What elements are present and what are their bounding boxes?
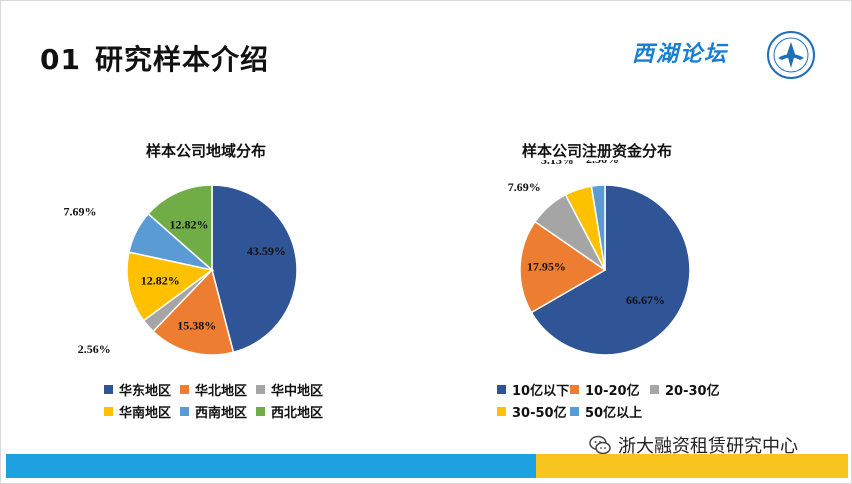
legend-label: 30-50亿	[512, 406, 567, 421]
legend-item-1-2: 华中地区	[256, 380, 323, 399]
data-label-2-3: 5.13%	[541, 160, 574, 167]
emblem-icon	[767, 31, 815, 79]
title-text: 研究样本介绍	[94, 43, 269, 76]
legend-swatch	[256, 385, 265, 394]
legend-item-2-4: 50亿以上	[570, 402, 642, 421]
data-label-1-3: 12.82%	[141, 274, 180, 288]
forum-logo-text: 西湖论坛	[632, 41, 729, 67]
chart1-title: 样本公司地域分布	[146, 142, 267, 160]
legend-label: 华中地区	[271, 384, 324, 399]
pie-slice-2-0	[530, 184, 691, 356]
chart2-title: 样本公司注册资金分布	[522, 142, 673, 160]
legend-label: 华南地区	[119, 406, 172, 421]
data-label-1-0: 43.59%	[247, 244, 286, 258]
legend-swatch	[497, 385, 506, 394]
legend-item-1-4: 西南地区	[180, 402, 247, 421]
data-label-1-2: 2.56%	[78, 342, 111, 356]
data-label-1-1: 15.38%	[177, 319, 216, 333]
data-label-2-2: 7.69%	[508, 180, 541, 194]
watermark: 浙大融资租赁研究中心	[588, 432, 798, 458]
title-number: 01	[40, 43, 81, 76]
legend-label: 50亿以上	[585, 406, 643, 421]
legend-item-2-1: 10-20亿	[570, 380, 640, 399]
legend-swatch	[180, 407, 189, 416]
pie-chart-capital: 66.67% 17.95% 7.69% 5.13% 2.56%	[508, 160, 691, 356]
legend-item-1-1: 华北地区	[180, 380, 247, 399]
wechat-icon	[589, 435, 611, 455]
legend-label: 10-20亿	[585, 384, 640, 399]
legend-label: 华东地区	[119, 384, 172, 399]
footer-bar-blue	[6, 454, 536, 478]
legend-item-2-2: 20-30亿	[650, 380, 720, 399]
pie-slice-1-1	[152, 268, 235, 356]
legend-label: 10亿以下	[512, 384, 570, 399]
data-label-2-4: 2.56%	[586, 160, 619, 166]
pie-slice-1-3	[126, 251, 214, 322]
legend-item-2-3: 30-50亿	[497, 402, 567, 421]
pie-slice-1-5	[147, 184, 213, 272]
legend-swatch	[104, 407, 113, 416]
pie-chart-region: 43.59% 15.38% 2.56% 12.82% 7.69% 12.82%	[63, 184, 298, 356]
pie-slice-2-4	[590, 184, 606, 271]
legend-swatch	[256, 407, 265, 416]
pie-slice-2-1	[519, 220, 607, 314]
watermark-text: 浙大融资租赁研究中心	[618, 436, 798, 457]
legend-swatch	[650, 385, 659, 394]
legend-swatch	[104, 385, 113, 394]
legend-item-2-0: 10亿以下	[497, 380, 569, 399]
legend-label: 华北地区	[195, 384, 248, 399]
data-label-2-1: 17.95%	[527, 260, 566, 274]
legend-item-1-5: 西北地区	[256, 402, 323, 421]
legend-label: 西北地区	[271, 406, 324, 421]
legend-swatch	[180, 385, 189, 394]
legend-item-1-0: 华东地区	[104, 380, 171, 399]
data-label-1-4: 7.69%	[63, 204, 96, 218]
legend-swatch	[570, 385, 579, 394]
pie-slice-1-0	[211, 184, 298, 354]
legend-label: 西南地区	[195, 406, 248, 421]
legend-swatch	[497, 407, 506, 416]
page-title: 01 研究样本介绍	[40, 38, 269, 78]
footer-bar-yellow	[536, 454, 848, 478]
legend-item-1-3: 华南地区	[104, 402, 171, 421]
legend-swatch	[570, 407, 579, 416]
data-label-2-0: 66.67%	[626, 293, 665, 307]
data-label-1-5: 12.82%	[169, 217, 208, 231]
legend-label: 20-30亿	[665, 384, 720, 399]
